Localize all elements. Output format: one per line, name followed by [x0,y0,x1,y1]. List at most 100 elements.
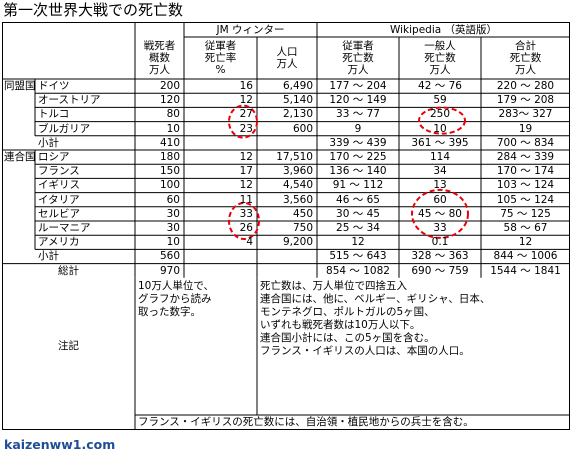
wikipedia-note-line: 死亡数は、万人単位で四捨五入 [260,279,407,292]
value-cell: 114 [429,151,451,163]
column-header-line: % [215,64,226,77]
country-name: セルビア [38,207,80,220]
country-name: ドイツ [38,80,70,92]
jm-note-line: 取った数字。 [138,305,201,318]
value-cell: 12 [239,151,253,163]
value-cell: 30 [166,207,180,220]
value-cell: 58 ～ 67 [503,222,548,234]
table-grid [2,22,570,430]
value-cell: 177 ～ 204 [329,80,387,92]
total-value: 690 ～ 759 [411,264,469,277]
column-header-line: 従軍者 [342,39,374,52]
subtotal-value: 410 [159,136,180,149]
highlight-circle-serbia-romania-rate [228,202,260,240]
subtotal-value: 328 ～ 363 [411,250,469,263]
subtotal-value: 361 ～ 395 [411,136,469,149]
value-cell: 6,490 [282,80,313,92]
value-cell: 60 [433,193,447,206]
value-cell: 600 [292,122,313,135]
subtotal-value: 515 ～ 643 [329,250,387,263]
value-cell: 17 [239,165,253,178]
value-cell: 13 [433,179,447,192]
wikipedia-note-line: フランス・イギリスの人口は、本国の人口。 [260,344,470,357]
highlight-circle-turkey-bulgaria-rate [228,104,258,139]
value-cell: 45 ～ 80 [418,207,462,220]
value-cell: 42 ～ 76 [418,80,462,92]
value-cell: 12 [351,236,365,249]
wikipedia-note-line: 連合国には、他に、ベルギー、ギリシャ、日本、 [260,292,491,305]
value-cell: 60 [166,193,180,206]
value-cell: 250 [429,108,451,121]
value-cell: 26 [239,222,253,234]
subtotal-value: 844 ～ 1006 [493,250,558,263]
value-cell: 450 [292,207,313,220]
value-cell: 180 [159,151,180,163]
notes-label: 注記 [58,340,79,353]
wikipedia-note-line: 連合国小計には、この5ヶ国を含む。 [260,331,435,344]
value-cell: 4 [246,236,253,249]
value-cell: 170 ～ 225 [329,151,387,163]
value-cell: 170 ～ 174 [496,165,555,178]
site-url[interactable]: kaizenww1.com [4,437,116,452]
casualty-table: JM ウィンター Wikipedia （英語版） 戦死者 概数 万人 従軍者 死亡率% 人口万… [2,22,572,430]
value-cell: 27 [239,108,253,121]
value-cell: 5,140 [282,94,313,107]
value-cell: 33 [239,207,253,220]
column-header-line: 万人 [347,64,369,77]
value-cell: 3,960 [282,165,313,178]
value-cell: 46 ～ 65 [336,193,380,206]
column-header-line: 死亡数 [424,51,456,64]
value-cell: 3,560 [282,193,313,206]
subtotal-value: 560 [159,250,180,263]
total-value: 854 ～ 1082 [326,264,390,277]
column-header-line: 合計 [515,39,536,52]
bottom-note: フランス・イギリスの死亡数には、自治領・植民地からの兵士を含む。 [138,416,474,428]
value-cell: 33 ～ 77 [336,108,380,121]
value-cell: 283～ 327 [498,108,553,121]
value-cell: 33 [433,222,447,234]
subtotal-label: 小計 [38,250,59,263]
value-cell: 9 [354,122,362,135]
value-cell: 12 [239,94,253,107]
subtotal-label: 小計 [38,136,59,149]
value-cell: 0.1 [431,236,449,249]
country-name: アメリカ [38,236,80,249]
value-cell: 25 ～ 34 [336,222,380,234]
column-header-line: 人口 [276,45,298,58]
value-cell: 4,540 [282,179,313,192]
value-cell: 12 [239,179,253,192]
value-cell: 2,130 [282,108,313,121]
jm-note-line: グラフから読み [138,292,212,305]
column-header-line: 一般人 [424,39,456,52]
value-cell: 30 ～ 45 [336,207,380,220]
wikipedia-note-line: いずれも戦死者数は10万人以下。 [260,318,421,331]
subtotal-value: 700 ～ 834 [496,136,555,149]
jm-note-line: 10万人単位で、 [138,279,214,292]
country-name: ロシア [38,151,70,163]
value-cell: 91 ～ 112 [332,179,384,192]
value-cell: 150 [159,165,180,178]
value-cell: 19 [518,122,533,135]
country-name: ルーマニア [38,222,91,234]
value-cell: 10 [166,236,180,249]
value-cell: 9,200 [282,236,313,249]
group-label: 同盟国 [4,80,36,92]
value-cell: 284 ～ 339 [496,151,555,163]
column-header-line: 死亡数 [509,51,542,64]
column-header-line: 死亡数 [342,51,374,64]
column-header-line: 万人 [149,64,170,77]
value-cell: 120 [159,94,180,107]
value-cell: 10 [433,122,447,135]
value-cell: 105 ～ 124 [496,193,555,206]
value-cell: 103 ～ 124 [496,179,555,192]
value-cell: 17,510 [276,151,313,163]
column-header-line: 万人 [276,58,298,70]
total-label: 総計 [58,264,79,277]
value-cell: 200 [159,80,180,92]
subtotal-value: 339 ～ 439 [329,136,387,149]
column-header-line: 従軍者 [204,39,237,52]
column-header-line: 万人 [515,64,536,77]
highlight-circle-turkey-civilian [418,106,466,135]
country-name: イギリス [38,179,80,192]
total-value: 1544 ～ 1841 [490,264,561,277]
